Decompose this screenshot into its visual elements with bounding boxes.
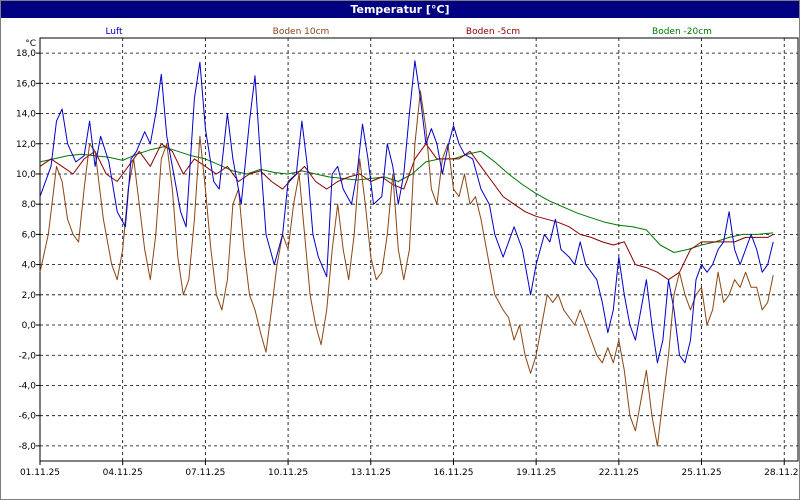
y-tick-label: 18,0 <box>16 49 36 59</box>
legend-entry: Luft <box>105 27 123 37</box>
x-tick-label: 19.11.25 <box>516 468 556 478</box>
x-tick-label: 01.11.25 <box>20 468 60 478</box>
x-tick-label: 07.11.25 <box>185 468 225 478</box>
x-tick-label: 04.11.25 <box>103 468 143 478</box>
y-tick-label: -6,0 <box>18 412 36 422</box>
y-tick-label: -2,0 <box>18 351 36 361</box>
y-tick-label: -8,0 <box>18 442 36 452</box>
series-line <box>39 90 774 447</box>
legend-entry: Boden -20cm <box>652 27 712 37</box>
x-tick-label: 13.11.25 <box>351 468 391 478</box>
y-tick-label: 10,0 <box>16 170 36 180</box>
axes: 18,0 16,0 14,0 12,0 10,0 8,0 6,0 4,0 2,0 0,0 -2,0 -… <box>16 37 799 478</box>
grid <box>40 38 798 461</box>
chart-canvas: Luft Boden 10cm Boden -5cm Boden -20cm 18,0… <box>16 27 799 478</box>
legend-entry: Boden -5cm <box>466 27 520 37</box>
x-tick-label: 28.11.25 <box>764 468 799 478</box>
legend: Luft Boden 10cm Boden -5cm Boden -20cm <box>105 27 712 37</box>
y-tick-label: 8,0 <box>22 200 37 210</box>
series-lines <box>39 60 774 447</box>
series-line <box>39 60 774 364</box>
plot-border <box>39 37 799 462</box>
y-tick-label: 14,0 <box>16 110 36 120</box>
series-line <box>39 146 774 253</box>
series-line <box>39 143 774 281</box>
chart-title: Temperatur [°C] <box>1 1 799 18</box>
y-tick-label: 4,0 <box>22 261 37 271</box>
y-tick-label: 2,0 <box>22 291 37 301</box>
x-tick-label: 25.11.25 <box>681 468 721 478</box>
y-tick-label: 16,0 <box>16 79 36 89</box>
x-tick-label: 16.11.25 <box>433 468 473 478</box>
y-axis-label: °C <box>25 39 36 49</box>
y-tick-label: -4,0 <box>18 381 36 391</box>
y-tick-label: 6,0 <box>22 230 37 240</box>
y-tick-label: 12,0 <box>16 140 36 150</box>
x-tick-label: 10.11.25 <box>268 468 308 478</box>
y-tick-label: 0,0 <box>22 321 37 331</box>
legend-entry: Boden 10cm <box>273 27 330 37</box>
x-tick-label: 22.11.25 <box>599 468 639 478</box>
